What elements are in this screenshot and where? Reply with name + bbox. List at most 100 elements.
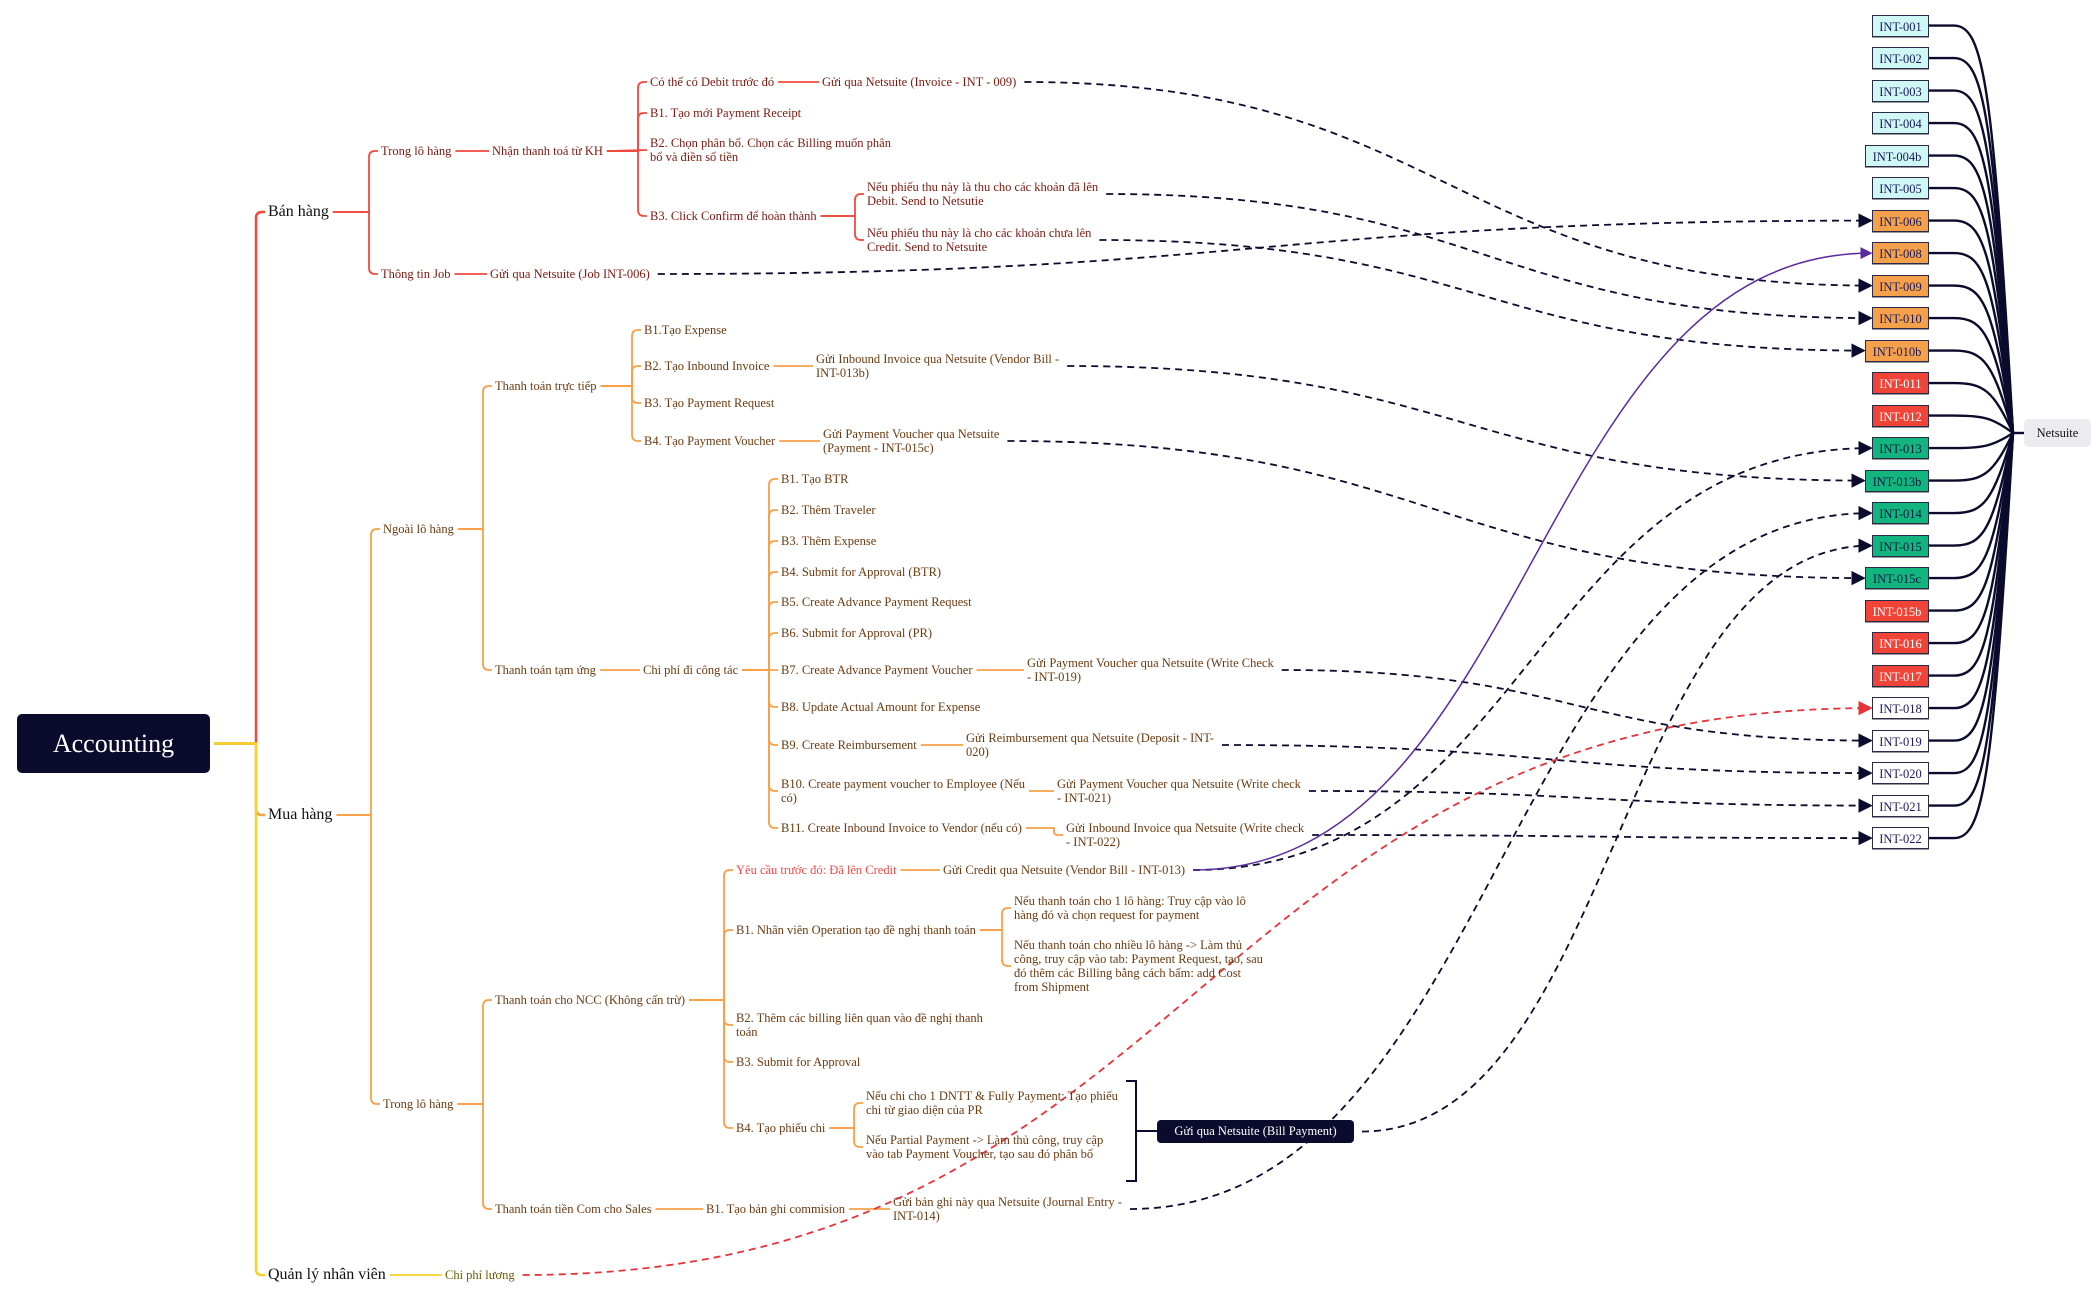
node-debit[interactable]: Có thể có Debit trước đó — [650, 75, 775, 89]
netsuite-link — [1929, 89, 2015, 434]
integration-box[interactable]: INT-021 — [1872, 794, 1929, 817]
node-credit-send[interactable]: Nếu phiếu thu này là cho các khoản chưa … — [867, 226, 1092, 254]
node-voucher-send[interactable]: Gửi Payment Voucher qua Netsuite (Paymen… — [823, 427, 1000, 455]
connector — [606, 81, 647, 152]
integration-box[interactable]: INT-016 — [1872, 632, 1929, 655]
netsuite-node[interactable]: Netsuite — [2024, 419, 2091, 447]
node-thanh-toan-com[interactable]: Thanh toán tiền Com cho Sales — [495, 1202, 652, 1216]
node-chi-phi-cong-tac[interactable]: Chi phí đi công tác — [643, 663, 739, 677]
node-step[interactable]: B4. Submit for Approval (BTR) — [781, 565, 942, 579]
netsuite-link — [1929, 349, 2015, 434]
node-int021-send[interactable]: Gửi Payment Voucher qua Netsuite (Write … — [1057, 777, 1301, 805]
netsuite-link — [1929, 432, 2015, 677]
node-b3-confirm[interactable]: B3. Click Confirm để hoàn thành — [650, 209, 817, 223]
node-step[interactable]: B2. Tạo Inbound Invoice — [644, 359, 770, 373]
integration-box[interactable]: INT-017 — [1872, 664, 1929, 687]
integration-box[interactable]: INT-004b — [1865, 144, 1929, 167]
node-trong-lo-hang-mua[interactable]: Trong lô hàng — [383, 1097, 454, 1111]
node-step[interactable]: B3. Tạo Payment Request — [644, 396, 775, 410]
integration-box[interactable]: INT-006 — [1872, 209, 1929, 232]
node-step[interactable]: B1. Tạo BTR — [781, 472, 849, 486]
node-yeu-cau-credit[interactable]: Yêu cầu trước đó: Đã lên Credit — [736, 863, 897, 877]
node-step[interactable]: B8. Update Actual Amount for Expense — [781, 700, 981, 714]
node-job-send[interactable]: Gửi qua Netsuite (Job INT-006) — [490, 267, 650, 281]
integration-link — [1308, 790, 1873, 813]
node-step[interactable]: B3. Thêm Expense — [781, 534, 877, 548]
node-option[interactable]: Nếu thanh toán cho nhiều lô hàng -> Làm … — [1014, 938, 1263, 994]
connector — [606, 149, 648, 152]
integration-box[interactable]: INT-002 — [1872, 47, 1929, 70]
node-step[interactable]: B7. Create Advance Payment Voucher — [781, 663, 973, 677]
node-step[interactable]: B6. Submit for Approval (PR) — [781, 626, 933, 640]
node-step[interactable]: B3. Submit for Approval — [736, 1055, 861, 1069]
node-journal-send[interactable]: Gửi bản ghi này qua Netsuite (Journal En… — [893, 1195, 1122, 1223]
node-step[interactable]: B2. Thêm các billing liên quan vào đề ng… — [736, 1011, 983, 1039]
node-ban-hang[interactable]: Bán hàng — [268, 203, 329, 220]
node-int020-send[interactable]: Gửi Reimbursement qua Netsuite (Deposit … — [966, 731, 1214, 759]
integration-box[interactable]: INT-008 — [1872, 242, 1929, 265]
connector — [214, 742, 265, 817]
node-nhan-thanh-toan[interactable]: Nhận thanh toá từ KH — [492, 144, 603, 158]
integration-box[interactable]: INT-022 — [1872, 827, 1929, 850]
integration-box[interactable]: INT-013b — [1865, 469, 1929, 492]
integration-box[interactable]: INT-019 — [1872, 729, 1929, 752]
node-step[interactable]: B1. Nhân viên Operation tạo đề nghị than… — [736, 923, 976, 937]
node-b2-phan-bo[interactable]: B2. Chọn phân bổ. Chọn các Billing muốn … — [650, 136, 891, 164]
netsuite-link — [1929, 432, 2015, 645]
connector — [820, 193, 864, 217]
integration-box[interactable]: INT-015b — [1865, 599, 1929, 622]
integration-box[interactable]: INT-005 — [1872, 177, 1929, 200]
integration-box[interactable]: INT-020 — [1872, 762, 1929, 785]
node-thanh-toan-truc-tiep[interactable]: Thanh toán trực tiếp — [495, 379, 597, 393]
node-step[interactable]: B1.Tạo Expense — [644, 323, 727, 337]
node-option[interactable]: Nếu chi cho 1 DNTT & Fully Payment: Tạo … — [866, 1089, 1118, 1117]
node-invoice-send[interactable]: Gửi qua Netsuite (Invoice - INT - 009) — [822, 75, 1017, 89]
node-int019-send[interactable]: Gửi Payment Voucher qua Netsuite (Write … — [1027, 656, 1274, 684]
node-ngoai-lo-hang[interactable]: Ngoài lô hàng — [383, 522, 454, 536]
netsuite-link — [1929, 316, 2015, 434]
integration-link — [1024, 81, 1873, 293]
node-chi-phi-luong[interactable]: Chi phí lương — [445, 1268, 515, 1282]
node-credit-send[interactable]: Gửi Credit qua Netsuite (Vendor Bill - I… — [943, 863, 1186, 877]
node-int022-send[interactable]: Gửi Inbound Invoice qua Netsuite (Write … — [1066, 821, 1305, 849]
node-step[interactable]: B4. Tạo phiếu chi — [736, 1121, 826, 1135]
node-step[interactable]: B2. Thêm Traveler — [781, 503, 876, 517]
integration-box[interactable]: INT-003 — [1872, 79, 1929, 102]
connector — [457, 528, 492, 671]
node-step[interactable]: B10. Create payment voucher to Employee … — [781, 777, 1026, 805]
node-step[interactable]: B1. Tạo bản ghi commision — [706, 1202, 845, 1216]
integration-box[interactable]: INT-015c — [1865, 567, 1929, 590]
integration-box[interactable]: INT-013 — [1872, 437, 1929, 460]
netsuite-link — [1929, 56, 2015, 434]
root-node-accounting[interactable]: Accounting — [17, 714, 210, 773]
node-step[interactable]: B11. Create Inbound Invoice to Vendor (n… — [781, 821, 1022, 835]
integration-box[interactable]: INT-012 — [1872, 404, 1929, 427]
connector — [457, 385, 492, 530]
node-b1-payment-receipt[interactable]: B1. Tạo mới Payment Receipt — [650, 106, 802, 120]
integration-box[interactable]: INT-018 — [1872, 697, 1929, 720]
node-option[interactable]: Nếu Partial Payment -> Làm thủ công, tru… — [866, 1133, 1104, 1161]
netsuite-link — [1929, 251, 2015, 434]
integration-box[interactable]: INT-009 — [1872, 274, 1929, 297]
node-debit-send[interactable]: Nếu phiếu thu này là thu cho các khoản đ… — [867, 180, 1099, 208]
integration-box[interactable]: INT-004 — [1872, 112, 1929, 135]
integration-box[interactable]: INT-015 — [1872, 534, 1929, 557]
node-thanh-toan-tam-ung[interactable]: Thanh toán tạm ứng — [495, 663, 596, 677]
node-step[interactable]: B5. Create Advance Payment Request — [781, 595, 972, 609]
node-thanh-toan-ncc[interactable]: Thanh toán cho NCC (Không cấn trừ) — [495, 993, 686, 1007]
integration-box[interactable]: INT-010b — [1865, 339, 1929, 362]
netsuite-link — [1929, 432, 2015, 710]
bill-payment-node[interactable]: Gửi qua Netsuite (Bill Payment) — [1157, 1120, 1354, 1143]
node-option[interactable]: Nếu thanh toán cho 1 lô hàng: Truy cập v… — [1014, 894, 1246, 922]
node-mua-hang[interactable]: Mua hàng — [268, 806, 333, 823]
node-thong-tin-job[interactable]: Thông tin Job — [381, 267, 451, 281]
node-step[interactable]: B9. Create Reimbursement — [781, 738, 917, 752]
node-quan-ly-nhan-vien[interactable]: Quản lý nhân viên — [268, 1266, 386, 1283]
integration-box[interactable]: INT-001 — [1872, 14, 1929, 37]
node-step[interactable]: B4. Tạo Payment Voucher — [644, 434, 776, 448]
integration-box[interactable]: INT-014 — [1872, 502, 1929, 525]
node-inbound-send[interactable]: Gửi Inbound Invoice qua Netsuite (Vendor… — [816, 352, 1060, 380]
integration-box[interactable]: INT-011 — [1872, 372, 1929, 395]
node-trong-lo-hang[interactable]: Trong lô hàng — [381, 144, 452, 158]
integration-box[interactable]: INT-010 — [1872, 307, 1929, 330]
